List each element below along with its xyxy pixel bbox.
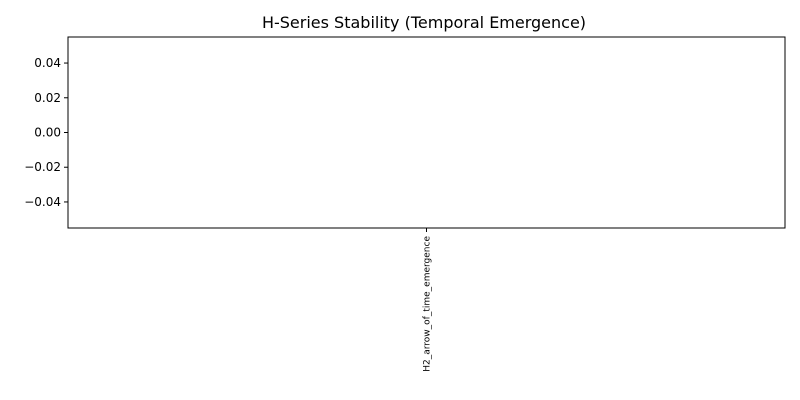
y-tick-label: 0.00 (34, 126, 61, 140)
y-tick-label: −0.02 (24, 160, 61, 174)
y-tick-label: 0.04 (34, 56, 61, 70)
y-axis: 0.04 0.02 0.00 −0.02 −0.04 (24, 56, 68, 209)
chart-title: H-Series Stability (Temporal Emergence) (262, 13, 586, 32)
plot-area (67, 36, 786, 229)
x-tick-label: H2_arrow_of_time_emergence (423, 236, 433, 372)
y-tick-label: −0.04 (24, 195, 61, 209)
y-tick-label: 0.02 (34, 91, 61, 105)
x-axis: H2_arrow_of_time_emergence (423, 228, 433, 372)
